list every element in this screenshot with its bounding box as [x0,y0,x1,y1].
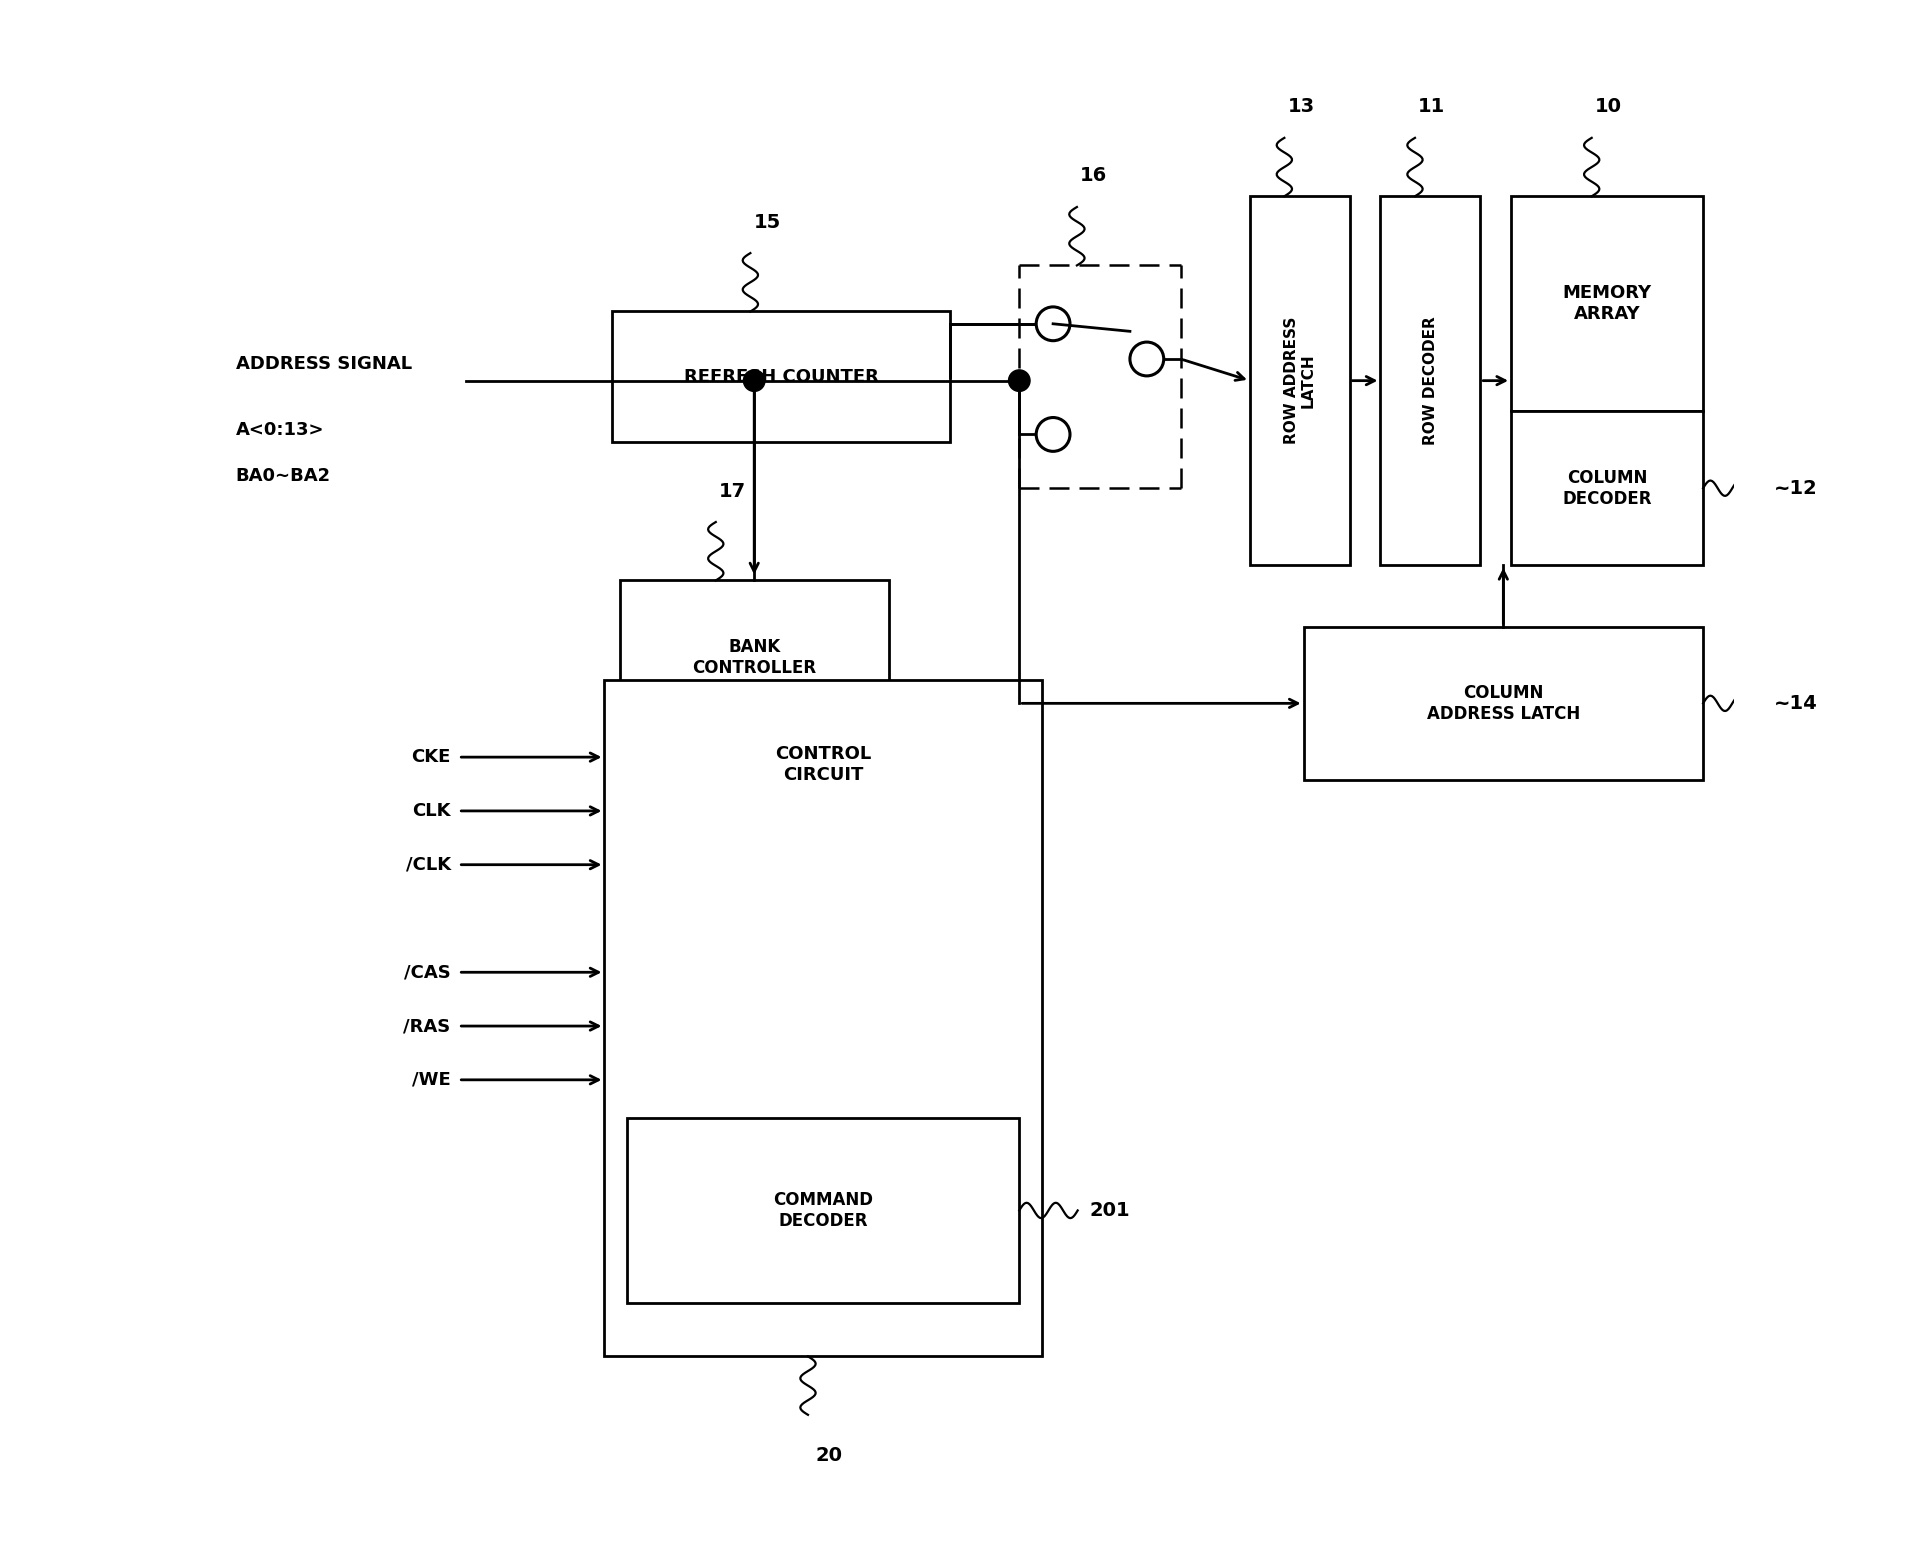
Text: ADDRESS SIGNAL: ADDRESS SIGNAL [235,355,411,372]
Text: A<0:13>: A<0:13> [235,422,324,439]
Bar [604,680,1042,1357]
Circle shape [1036,417,1069,451]
Text: /WE: /WE [411,1071,450,1089]
Text: COMMAND
DECODER: COMMAND DECODER [772,1191,872,1230]
Bar [1380,196,1480,565]
Text: /CAS: /CAS [403,963,450,981]
Text: CKE: CKE [411,748,450,766]
Text: BA0∼BA2: BA0∼BA2 [235,467,330,485]
Text: 15: 15 [753,213,780,232]
Text: CLK: CLK [411,802,450,820]
Bar [612,312,950,442]
Text: ROW ADDRESS
LATCH: ROW ADDRESS LATCH [1283,317,1314,445]
Circle shape [1007,369,1029,391]
Bar [620,581,888,734]
Text: CONTROL
CIRCUIT: CONTROL CIRCUIT [774,745,870,785]
Text: 201: 201 [1089,1200,1129,1221]
Bar [1303,627,1702,780]
Text: ~14: ~14 [1774,694,1816,712]
Text: MEMORY
ARRAY: MEMORY ARRAY [1561,284,1650,323]
Text: /CLK: /CLK [405,856,450,874]
Text: 13: 13 [1287,97,1314,116]
Text: /RAS: /RAS [403,1017,450,1035]
Bar [627,1119,1019,1302]
Circle shape [743,369,764,391]
Text: ROW DECODER: ROW DECODER [1422,317,1438,445]
Text: REFRESH COUNTER: REFRESH COUNTER [683,368,878,386]
Text: ~12: ~12 [1774,479,1816,497]
Bar [1249,196,1349,565]
Text: 11: 11 [1417,97,1444,116]
Text: 16: 16 [1079,167,1106,185]
Text: 17: 17 [718,482,745,501]
Circle shape [1036,307,1069,341]
Circle shape [1129,341,1164,375]
Text: 10: 10 [1594,97,1621,116]
Text: COLUMN
ADDRESS LATCH: COLUMN ADDRESS LATCH [1426,684,1579,723]
Text: 20: 20 [814,1446,841,1465]
Text: BANK
CONTROLLER: BANK CONTROLLER [691,638,816,677]
Bar [1511,196,1702,411]
Text: COLUMN
DECODER: COLUMN DECODER [1561,468,1650,508]
Bar [1511,411,1702,565]
